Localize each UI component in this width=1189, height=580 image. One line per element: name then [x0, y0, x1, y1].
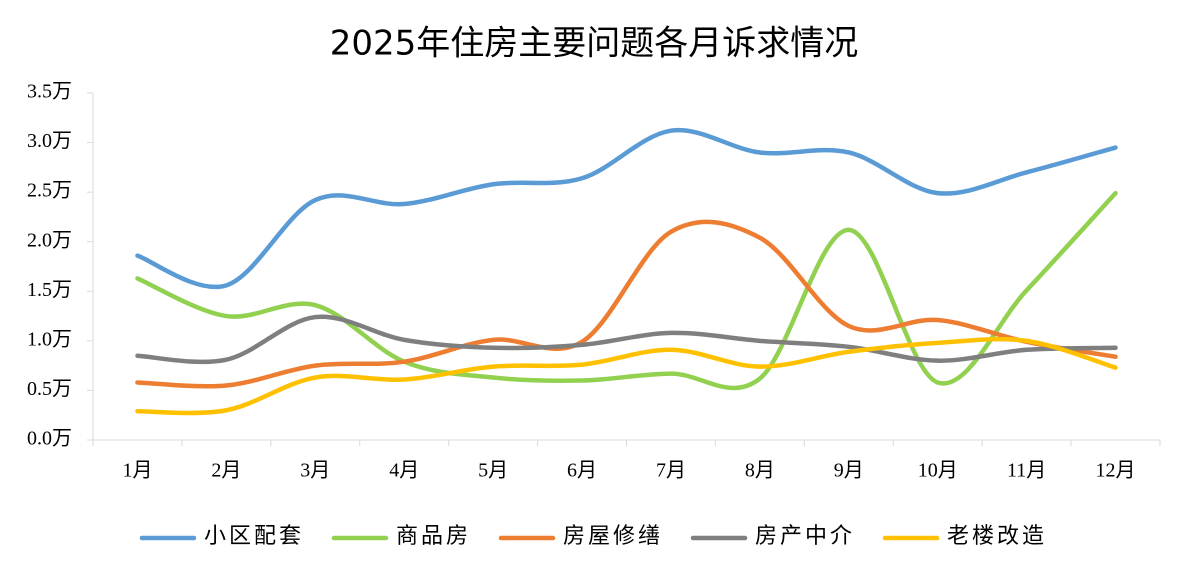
y-tick-label: 2.5万	[27, 180, 72, 202]
series-line	[135, 336, 1118, 416]
x-tick-label: 12月	[1096, 460, 1136, 482]
x-tick-label: 6月	[567, 460, 597, 482]
y-tick-label: 0.5万	[27, 378, 72, 400]
legend-label: 房产中介	[755, 523, 855, 548]
x-tick-label: 10月	[918, 460, 958, 482]
y-tick-label: 3.5万	[27, 81, 72, 103]
y-tick-label: 1.5万	[27, 279, 72, 301]
legend-label: 房屋修缮	[563, 523, 663, 548]
x-tick-label: 1月	[122, 460, 152, 482]
x-tick-label: 9月	[834, 460, 864, 482]
series-line	[135, 219, 1118, 389]
x-tick-label: 5月	[478, 460, 508, 482]
x-tick-label: 3月	[300, 460, 330, 482]
y-tick-label: 0.0万	[27, 428, 72, 450]
x-tick-label: 2月	[211, 460, 241, 482]
x-tick-label: 4月	[389, 460, 419, 482]
series-line	[135, 314, 1118, 365]
x-tick-label: 7月	[656, 460, 686, 482]
legend-label: 小区配套	[204, 523, 304, 548]
series-line	[135, 190, 1118, 391]
chart-title: 2025年住房主要问题各月诉求情况	[330, 24, 859, 64]
legend-label: 商品房	[396, 523, 471, 548]
legend-label: 老楼改造	[947, 523, 1047, 548]
y-tick-label: 1.0万	[27, 328, 72, 350]
y-tick-label: 2.0万	[27, 229, 72, 251]
x-tick-label: 8月	[745, 460, 775, 482]
x-tick-label: 11月	[1007, 460, 1046, 482]
y-tick-label: 3.0万	[27, 130, 72, 152]
series-line	[135, 127, 1118, 290]
